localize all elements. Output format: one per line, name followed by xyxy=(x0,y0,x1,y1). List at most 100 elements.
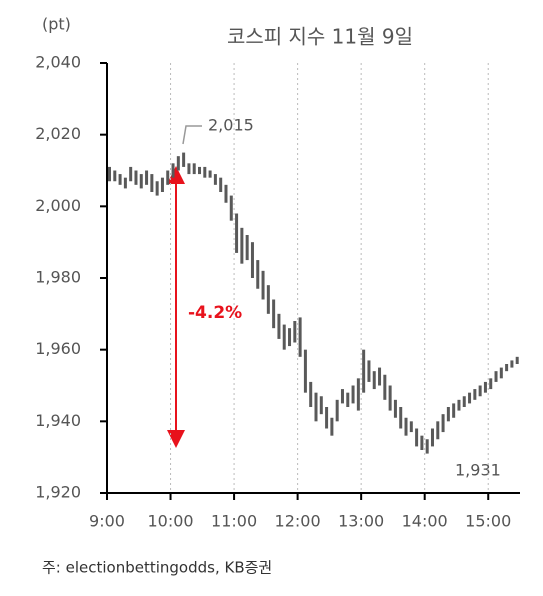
range-bar xyxy=(346,392,350,407)
y-unit: (pt) xyxy=(42,15,71,34)
range-bar xyxy=(356,378,360,411)
range-bar xyxy=(139,174,143,189)
range-bar xyxy=(309,381,313,407)
y-tick-label: 2,020 xyxy=(35,124,81,143)
x-tick-label: 13:00 xyxy=(338,512,384,531)
range-bar xyxy=(314,392,318,422)
range-bar xyxy=(293,321,297,343)
range-bar xyxy=(192,163,196,175)
range-bar xyxy=(335,399,339,422)
x-tick-label: 14:00 xyxy=(402,512,448,531)
y-tick-label: 1,920 xyxy=(35,483,81,502)
range-bar xyxy=(483,381,487,393)
range-bar xyxy=(134,170,138,185)
range-bar xyxy=(245,235,249,261)
range-bar xyxy=(118,174,122,185)
peak-leader xyxy=(182,125,202,145)
range-bar xyxy=(452,403,456,418)
range-bar xyxy=(499,367,503,379)
peak-label: 2,015 xyxy=(208,116,254,135)
range-bar xyxy=(298,317,302,357)
range-bar xyxy=(330,417,334,436)
range-bar xyxy=(399,407,403,429)
source: 주: electionbettingodds, KB증권 xyxy=(42,559,272,577)
low-label: 1,931 xyxy=(455,461,501,480)
range-bar xyxy=(515,356,519,364)
range-bar xyxy=(383,374,387,400)
range-bar xyxy=(250,242,254,278)
range-bar xyxy=(378,367,382,386)
range-bar xyxy=(362,349,366,393)
range-bar xyxy=(494,371,498,382)
range-bar xyxy=(473,389,477,400)
range-bar xyxy=(235,213,239,253)
change-arrow xyxy=(167,166,185,448)
range-bar xyxy=(229,195,233,221)
y-tick-label: 1,960 xyxy=(35,339,81,358)
range-bar xyxy=(182,152,186,167)
range-bar xyxy=(277,313,281,339)
range-bar xyxy=(430,428,434,447)
range-bar xyxy=(171,163,175,178)
y-tick-label: 1,980 xyxy=(35,268,81,287)
range-bar xyxy=(457,399,461,411)
range-bar xyxy=(282,324,286,350)
range-bar xyxy=(155,181,159,196)
range-bar xyxy=(187,163,191,175)
range-bar xyxy=(113,170,117,182)
range-bar xyxy=(145,170,149,185)
range-bar xyxy=(393,399,397,418)
range-bar xyxy=(256,260,260,289)
range-bar xyxy=(129,166,133,182)
range-bar xyxy=(489,378,493,390)
range-bar xyxy=(510,360,514,368)
x-tick-label: 11:00 xyxy=(211,512,257,531)
range-bar xyxy=(468,392,472,404)
x-tick-label: 15:00 xyxy=(465,512,511,531)
range-bar xyxy=(478,385,482,397)
range-bar xyxy=(388,385,392,411)
range-bar xyxy=(240,227,244,264)
x-tick-label: 12:00 xyxy=(275,512,321,531)
range-bar xyxy=(436,421,440,440)
range-bar xyxy=(404,417,408,436)
range-bar xyxy=(203,166,207,178)
range-bar xyxy=(288,328,292,347)
range-bar xyxy=(425,439,429,454)
range-bar xyxy=(441,414,445,433)
range-bar xyxy=(303,349,307,393)
range-bar xyxy=(409,421,413,433)
range-bar xyxy=(166,170,170,185)
x-tick-label: 9:00 xyxy=(89,512,125,531)
range-bar xyxy=(213,174,217,185)
range-bar xyxy=(415,428,419,447)
change-label: -4.2% xyxy=(188,303,242,323)
range-bar xyxy=(176,156,180,171)
range-bar xyxy=(219,177,223,192)
range-bar xyxy=(325,407,329,429)
y-tick-label: 1,940 xyxy=(35,411,81,430)
range-bar xyxy=(367,360,371,382)
range-bar xyxy=(272,299,276,329)
y-tick-label: 2,000 xyxy=(35,196,81,215)
y-tick-label: 2,040 xyxy=(35,53,81,72)
range-bar xyxy=(208,170,212,178)
range-bar xyxy=(198,166,202,175)
range-bar xyxy=(462,396,466,407)
range-bar xyxy=(123,177,127,189)
range-bar xyxy=(351,385,355,404)
range-bar xyxy=(446,407,450,422)
range-bar xyxy=(266,285,270,314)
range-bar xyxy=(261,270,265,300)
range-bar xyxy=(319,396,323,415)
chart-title: 코스피 지수 11월 9일 xyxy=(227,25,413,49)
range-bar xyxy=(150,174,154,192)
x-tick-label: 10:00 xyxy=(147,512,193,531)
range-bar xyxy=(505,364,509,372)
range-bar xyxy=(160,177,164,192)
range-bar xyxy=(340,389,344,404)
range-bar xyxy=(224,184,228,203)
range-bar xyxy=(420,435,424,450)
range-bar xyxy=(108,166,111,182)
